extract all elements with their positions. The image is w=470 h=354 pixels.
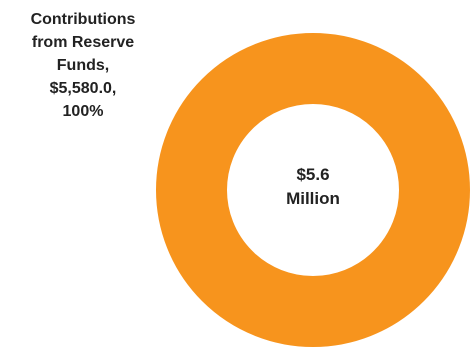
slice-label-line: from Reserve <box>31 34 135 51</box>
donut-slices <box>156 33 470 347</box>
donut-slice <box>156 33 470 347</box>
center-label-line: $5.6 <box>296 165 330 184</box>
slice-data-label: Contributions from Reserve Funds, $5,580… <box>8 8 158 123</box>
slice-label-line: $5,580.0, <box>49 80 117 97</box>
donut-center-label: $5.6 Million <box>257 163 369 211</box>
slice-label-line: Funds, <box>56 57 110 74</box>
center-label-line: Million <box>286 189 340 208</box>
slice-label-line: 100% <box>62 103 104 120</box>
slice-label-line: Contributions <box>30 11 136 28</box>
